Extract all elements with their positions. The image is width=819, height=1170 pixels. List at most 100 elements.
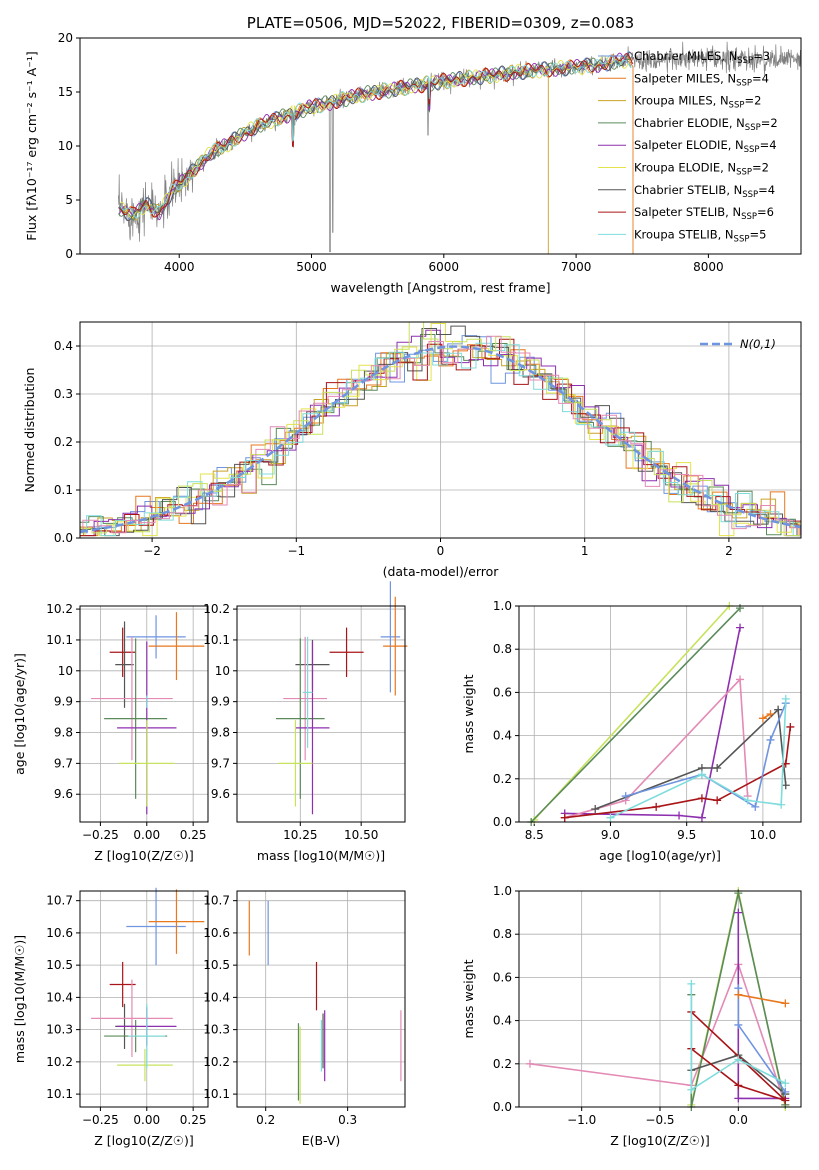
y-tick-label: 10.4 — [46, 990, 73, 1004]
legend-label: Salpeter ELODIE, NSSP=4 — [634, 138, 777, 155]
errorbar-point — [126, 887, 186, 966]
y-tick-label: 15 — [58, 85, 73, 99]
weight-line — [762, 713, 771, 719]
x-tick-label: 8.5 — [525, 828, 544, 842]
axes-frame — [518, 890, 802, 1108]
errorbar-point — [383, 596, 408, 696]
plus-marker — [736, 604, 745, 613]
x-axis-label: Z [log10(Z/Z☉)] — [94, 848, 194, 863]
errorbar-point — [275, 638, 325, 799]
model-spectrum-line — [120, 55, 633, 219]
plus-marker — [734, 1081, 743, 1090]
model-spectrum-line — [120, 54, 633, 219]
x-tick-label: 9.5 — [677, 828, 696, 842]
plus-marker — [781, 999, 790, 1008]
weight-series — [530, 602, 734, 824]
legend-label: Kroupa STELIB, NSSP=5 — [634, 227, 766, 244]
y-tick-label: 0.8 — [493, 927, 512, 941]
weight-vs-metallicity-panel: −1.0 −0.5 0.0 0.0 0.2 0.4 0.6 0.8 1.0 Z [log10(Z/… — [461, 884, 802, 1148]
model-spectrum-line — [118, 51, 634, 221]
y-axis-label: age [log10(age/yr)] — [12, 653, 27, 775]
y-tick-label: 10.6 — [46, 926, 73, 940]
x-tick-label: 0.25 — [180, 828, 207, 842]
weight-series — [734, 990, 790, 1008]
errorbar-point — [329, 627, 364, 677]
x-axis-label: age [log10(age/yr)] — [599, 848, 721, 863]
x-tick-label: 6000 — [429, 260, 460, 274]
y-tick-label: 0.3 — [54, 387, 73, 401]
x-axis-label: Z [log10(Z/Z☉)] — [610, 1133, 710, 1148]
histogram-step-line — [80, 325, 801, 537]
y-tick-label: 10.2 — [46, 1055, 73, 1069]
y-tick-label: 10 — [58, 664, 73, 678]
x-tick-label: 0.3 — [338, 1113, 357, 1127]
axes-frame — [79, 321, 802, 539]
x-tick-label: 7000 — [561, 260, 592, 274]
model-spectrum-line — [118, 54, 634, 221]
y-tick-label: 1.0 — [493, 599, 512, 613]
model-spectrum-line — [119, 52, 634, 221]
weight-line — [564, 726, 792, 819]
plus-marker — [766, 710, 775, 718]
x-tick-label: −0.5 — [645, 1113, 674, 1127]
spectrum-lines — [118, 41, 801, 254]
errorbar-point — [302, 636, 313, 748]
x-tick-label: 10.25 — [283, 828, 317, 842]
y-tick-label: 0.2 — [54, 435, 73, 449]
legend-label: Chabrier MILES, NSSP=3 — [634, 49, 770, 66]
axes-frame — [79, 605, 209, 823]
y-tick-label: 10.1 — [203, 1087, 230, 1101]
plus-marker — [697, 813, 706, 822]
y-tick-label: 9.9 — [211, 695, 230, 709]
x-tick-label: 1 — [581, 544, 589, 558]
errorbar-point — [380, 581, 401, 693]
y-tick-label: 10.7 — [203, 894, 230, 908]
y-tick-label: 0.4 — [493, 1014, 512, 1028]
y-tick-label: 9.6 — [54, 787, 73, 801]
legend-label: N(0,1) — [740, 337, 776, 351]
y-tick-label: 9.8 — [54, 726, 73, 740]
histogram-step-line — [80, 342, 801, 537]
plus-marker — [774, 705, 783, 714]
x-axis-label: wavelength [Angstrom, rest frame] — [330, 280, 550, 295]
y-tick-label: 0.8 — [493, 642, 512, 656]
y-tick-label: 10.2 — [203, 1055, 230, 1069]
weight-line — [530, 607, 741, 823]
x-tick-label: 0.0 — [729, 1113, 748, 1127]
y-tick-label: 10.4 — [203, 990, 230, 1004]
legend-label: Salpeter MILES, NSSP=4 — [634, 71, 769, 88]
weight-series — [525, 960, 790, 1109]
x-tick-label: 10.50 — [344, 828, 378, 842]
errorbar-point — [128, 1003, 166, 1069]
y-axis-label: mass weight — [461, 674, 476, 753]
weight-series — [560, 675, 752, 822]
plus-marker — [786, 722, 795, 731]
x-tick-label: 9.0 — [601, 828, 620, 842]
y-tick-label: 9.8 — [211, 726, 230, 740]
y-tick-label: 10.3 — [46, 1023, 73, 1037]
x-tick-label: 0.25 — [180, 1113, 207, 1127]
y-tick-label: 10.3 — [203, 1023, 230, 1037]
errorbar-point — [126, 615, 186, 659]
model-spectrum-line — [119, 54, 634, 254]
age-vs-mass-panel: 10.25 10.50 9.6 9.7 9.8 9.9 10 10.1 10.2 mass [lo… — [203, 581, 408, 863]
mass-vs-metallicity-panel: −0.25 0.00 0.25 10.1 10.2 10.3 10.4 10.5 10.6 10.… — [12, 887, 209, 1148]
legend-label: Kroupa ELODIE, NSSP=2 — [634, 161, 769, 178]
y-axis-label: Normed distribution — [22, 368, 37, 493]
plus-marker — [758, 714, 767, 723]
axes-frame — [236, 605, 406, 823]
errorbar-point — [283, 636, 328, 761]
x-tick-label: −1 — [287, 544, 305, 558]
histogram-step-line — [80, 323, 801, 537]
weight-line — [533, 605, 730, 821]
errorbar-point — [91, 979, 173, 1058]
y-tick-label: 10.2 — [203, 602, 230, 616]
y-tick-label: 0.2 — [493, 1057, 512, 1071]
plus-marker — [697, 770, 706, 779]
plus-marker — [675, 811, 684, 820]
plus-marker — [652, 802, 661, 811]
x-axis-label: E(B-V) — [302, 1133, 341, 1148]
y-tick-label: 9.7 — [211, 756, 230, 770]
spectrum-panel: 4000 5000 6000 7000 8000 0 5 10 15 20 wavelength [… — [24, 14, 802, 295]
x-tick-label: 8000 — [693, 260, 724, 274]
